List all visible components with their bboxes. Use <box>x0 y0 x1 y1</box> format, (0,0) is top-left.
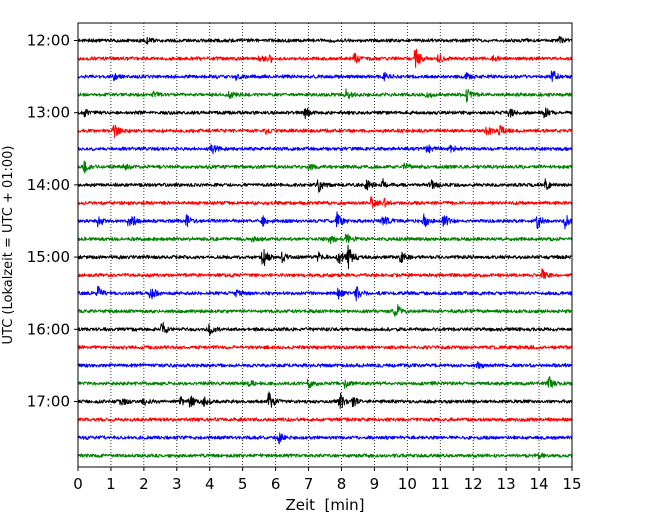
seismic-trace-1300 <box>77 107 573 120</box>
x-tick-label: 2 <box>139 475 149 493</box>
seismic-trace-1515 <box>77 268 573 280</box>
x-tick-label: 0 <box>73 475 83 493</box>
seismic-trace-1430 <box>77 211 573 230</box>
seismic-trace-1715 <box>77 417 573 422</box>
x-tick-label: 6 <box>271 475 281 493</box>
x-tick-label: 3 <box>172 475 182 493</box>
y-tick-label: 12:00 <box>27 32 70 50</box>
x-tick-label: 15 <box>562 475 581 493</box>
x-tick-label: 11 <box>431 475 450 493</box>
x-tick-label: 13 <box>497 475 516 493</box>
x-tick-label: 1 <box>106 475 116 493</box>
y-tick-label: 13:00 <box>27 104 70 122</box>
seismic-trace-1530 <box>77 285 573 302</box>
y-tick-label: 17:00 <box>27 393 70 411</box>
grid-lines <box>110 23 540 467</box>
seismic-trace-1345 <box>77 160 573 174</box>
seismic-trace-1545 <box>77 304 573 317</box>
seismic-trace-1230 <box>77 70 573 82</box>
seismic-trace-1315 <box>77 124 573 139</box>
seismic-traces <box>77 35 573 460</box>
seismic-trace-1630 <box>77 361 573 369</box>
seismic-trace-1445 <box>77 233 573 245</box>
seismic-trace-1600 <box>77 321 573 336</box>
seismic-trace-1330 <box>77 144 573 155</box>
x-axis-label: Zeit [min] <box>285 496 364 514</box>
seismic-trace-1730 <box>77 432 573 445</box>
y-tick-label: 15:00 <box>27 248 70 266</box>
y-tick-label: 16:00 <box>27 320 70 338</box>
seismic-trace-1245 <box>77 88 573 103</box>
seismic-trace-1645 <box>77 376 573 390</box>
x-tick-label: 9 <box>370 475 380 493</box>
seismic-trace-1700 <box>77 391 573 409</box>
y-axis-ticks: 12:00 13:00 14:00 15:00 16:00 17:00 <box>27 32 78 411</box>
x-tick-label: 10 <box>398 475 417 493</box>
y-axis-label: UTC (Lokalzeit = UTC + 01:00) <box>1 146 16 345</box>
plot-background <box>78 23 572 467</box>
seismic-trace-1500 <box>77 244 573 270</box>
x-tick-label: 5 <box>238 475 248 493</box>
x-tick-label: 12 <box>464 475 483 493</box>
seismic-trace-1415 <box>77 195 573 209</box>
seismic-trace-1745 <box>77 452 573 460</box>
x-tick-label: 4 <box>205 475 215 493</box>
x-tick-label: 14 <box>530 475 549 493</box>
y-tick-label: 14:00 <box>27 176 70 194</box>
plot-frame <box>77 22 573 468</box>
x-axis-ticks: 0 1 2 3 4 5 6 7 8 9 10 11 12 13 14 15 <box>73 467 582 493</box>
seismic-trace-1215 <box>77 48 573 68</box>
seismic-trace-1200 <box>77 35 573 45</box>
x-tick-label: 8 <box>337 475 347 493</box>
seismic-trace-1615 <box>77 344 573 350</box>
seismic-trace-1400 <box>77 178 573 193</box>
x-tick-label: 7 <box>304 475 314 493</box>
